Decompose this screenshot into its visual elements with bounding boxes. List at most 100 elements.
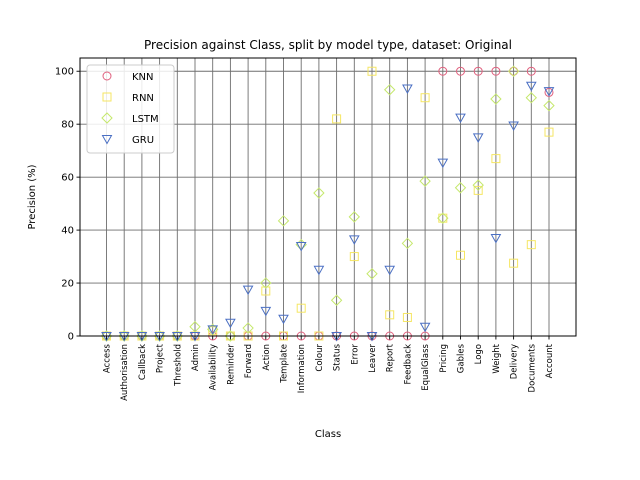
data-point-rnn [456, 250, 465, 260]
data-point-rnn [367, 66, 377, 76]
data-point-lstm [525, 92, 538, 104]
data-point-lstm [472, 179, 484, 191]
x-tick-label: Information [297, 344, 307, 393]
data-point-lstm [543, 99, 555, 112]
data-point-gru [419, 322, 431, 333]
data-point-lstm [189, 321, 201, 333]
data-point-lstm [260, 277, 272, 289]
legend-item-rnn: RNN [102, 92, 154, 104]
x-tick-label: Leaver [368, 343, 378, 372]
y-tick-label: 60 [61, 173, 74, 184]
data-point-gru [260, 306, 272, 317]
x-tick-label: Project [156, 343, 166, 373]
data-point-gru [242, 285, 254, 296]
x-tick-label: Reminder [226, 343, 236, 384]
legend-marker [102, 92, 112, 102]
x-tick-label: Threshold [173, 344, 183, 387]
data-point-rnn [349, 252, 359, 262]
legend-marker [101, 112, 113, 124]
data-point-lstm [348, 211, 361, 223]
data-point-lstm [242, 322, 254, 334]
data-point-rnn [332, 114, 342, 124]
legend-item-lstm: LSTM [101, 112, 159, 125]
legend-label: GRU [132, 135, 154, 146]
legend-label: LSTM [132, 114, 159, 125]
data-point-rnn [420, 93, 430, 103]
data-point-rnn [526, 240, 536, 250]
data-point-rnn [509, 258, 519, 268]
data-point-gru [225, 318, 236, 329]
data-point-lstm [454, 182, 467, 194]
y-tick-label: 100 [55, 67, 74, 78]
legend-box [86, 64, 175, 154]
data-point-rnn [385, 310, 395, 320]
x-tick-label: Template [280, 344, 290, 384]
data-point-gru [455, 113, 466, 124]
data-point-lstm [401, 237, 414, 250]
data-point-lstm [419, 175, 431, 187]
chart-title: Precision against Class, split by model … [144, 38, 512, 52]
y-tick-label: 0 [68, 332, 74, 343]
data-point-gru [278, 314, 289, 325]
x-tick-label: Pricing [439, 344, 449, 373]
x-tick-label: Error [350, 343, 360, 364]
y-tick-label: 80 [61, 120, 74, 131]
data-point-lstm [383, 84, 396, 96]
data-point-gru [313, 265, 325, 276]
x-tick-label: Availability [209, 344, 219, 390]
data-point-rnn [438, 213, 448, 223]
data-point-knn [456, 66, 465, 76]
data-point-knn [509, 66, 519, 76]
x-tick-label: Documents [527, 343, 537, 392]
x-tick-label: Action [262, 344, 272, 371]
data-point-gru [384, 265, 396, 276]
data-point-lstm [437, 212, 449, 224]
data-point-lstm [313, 187, 325, 199]
x-tick-label: Feedback [403, 344, 413, 385]
x-tick-label: Gables [457, 343, 467, 373]
data-point-rnn [402, 312, 412, 322]
x-tick-label: Weight [492, 343, 502, 373]
y-tick-label: 40 [61, 226, 74, 237]
x-tick-label: Forward [244, 344, 254, 378]
data-point-knn [491, 66, 501, 76]
data-point-lstm [224, 330, 237, 342]
legend-item-knn: KNN [102, 71, 154, 83]
x-axis: Access Authorisation Callback Project Thresh… [103, 336, 555, 401]
plot-frame [79, 57, 577, 337]
data-point-gru [490, 234, 502, 244]
data-point-gru [348, 235, 360, 245]
x-tick-label: EqualGlass [421, 343, 431, 390]
y-axis: 0 20 40 60 80 100 [55, 67, 80, 343]
x-tick-label: Logo [474, 344, 484, 364]
legend-marker [101, 135, 113, 145]
data-point-gru [437, 158, 449, 169]
data-point-rnn [491, 154, 501, 164]
data-point-lstm [490, 93, 502, 105]
data-point-gru [525, 81, 537, 92]
legend-label: RNN [132, 93, 154, 104]
data-point-rnn [261, 286, 271, 296]
data-point-rnn [473, 185, 483, 195]
x-tick-label: Report [386, 343, 396, 372]
data-point-lstm [366, 268, 378, 280]
x-tick-label: Delivery [510, 344, 520, 379]
data-point-gru [472, 133, 484, 143]
data-point-gru [207, 325, 219, 335]
legend-item-gru: GRU [101, 135, 154, 146]
x-tick-label: Status [333, 343, 343, 371]
x-tick-label: Colour [315, 344, 325, 372]
data-point-knn [526, 66, 536, 76]
data-point-knn [473, 66, 483, 76]
data-point-lstm [507, 65, 520, 77]
legend-label: KNN [132, 72, 154, 83]
x-axis-label: Class [315, 429, 341, 440]
data-point-gru [508, 121, 519, 132]
data-point-gru [295, 241, 307, 252]
data-point-knn [438, 66, 448, 76]
legend-marker [102, 71, 112, 81]
x-tick-label: Account [545, 343, 555, 378]
data-point-rnn [296, 303, 306, 313]
x-tick-label: Access [103, 343, 113, 373]
